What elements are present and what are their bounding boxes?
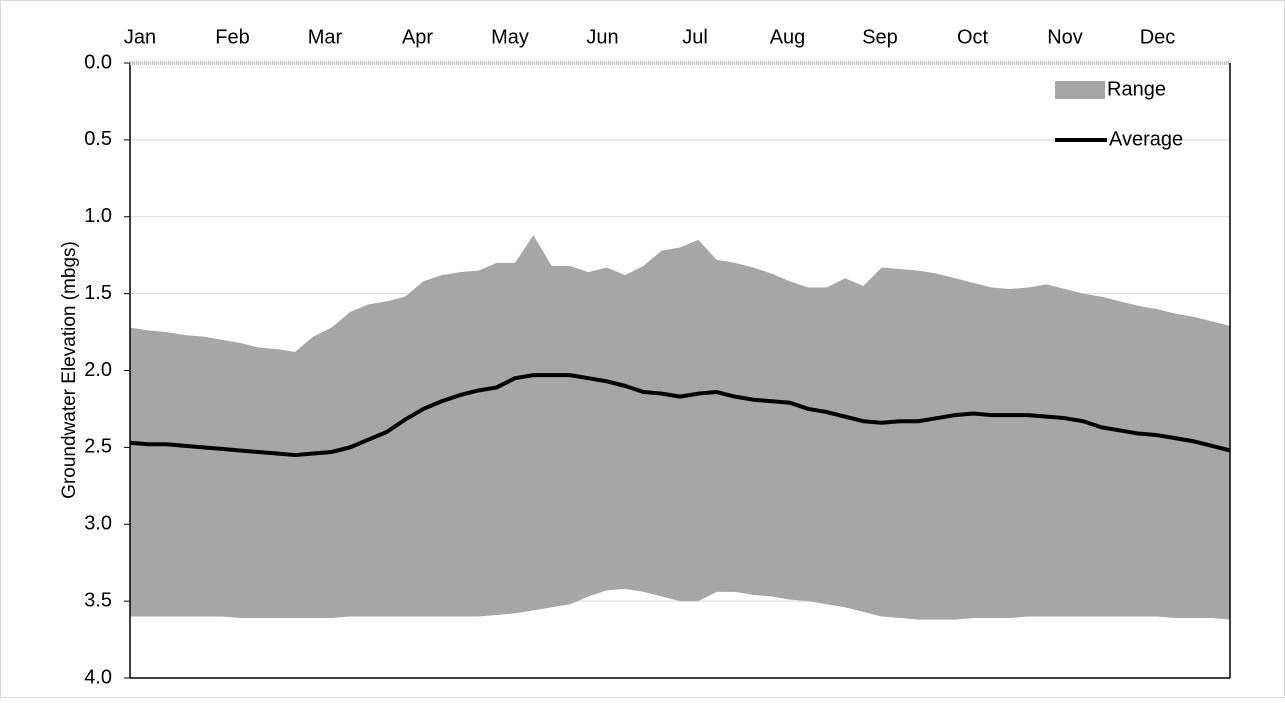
x-tick-label: Feb xyxy=(215,26,249,48)
y-tick-label: 4.0 xyxy=(84,666,112,688)
x-tick-label: Jun xyxy=(586,26,618,48)
average-line xyxy=(129,373,1231,458)
x-tick-label: Oct xyxy=(957,26,989,48)
range-area xyxy=(130,235,1230,620)
x-tick-label: Aug xyxy=(770,26,806,48)
x-tick-label: May xyxy=(491,26,529,48)
y-tick-label: 1.5 xyxy=(84,282,112,304)
x-tick-label: Jul xyxy=(682,26,708,48)
legend-label: Average xyxy=(1109,128,1183,150)
x-tick-label: Mar xyxy=(308,26,343,48)
x-tick-label: Apr xyxy=(402,26,433,48)
y-tick-label: 1.0 xyxy=(84,205,112,227)
y-tick-label: 2.0 xyxy=(84,359,112,381)
x-tick-label: Jan xyxy=(124,26,156,48)
y-tick-label: 3.0 xyxy=(84,513,112,535)
y-tick-label: 0.0 xyxy=(84,51,112,73)
x-tick-label: Nov xyxy=(1047,26,1083,48)
x-tick-label: Sep xyxy=(862,26,898,48)
y-tick-label: 2.5 xyxy=(84,436,112,458)
y-tick-label: 0.5 xyxy=(84,128,112,150)
x-tick-label: Dec xyxy=(1140,26,1176,48)
legend-swatch xyxy=(1055,81,1105,99)
y-tick-label: 3.5 xyxy=(84,589,112,611)
legend-label: Range xyxy=(1107,78,1166,100)
y-axis-label: Groundwater Elevation (mbgs) xyxy=(59,241,80,499)
